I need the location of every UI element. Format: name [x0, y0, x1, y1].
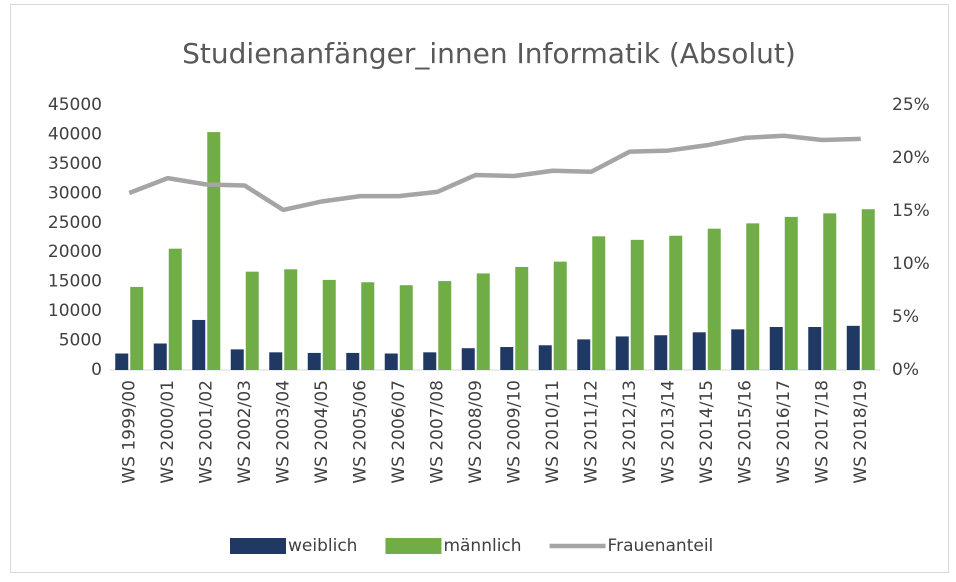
x-tick-label: WS 2004/05: [312, 380, 332, 484]
x-tick-label: WS 2017/18: [812, 380, 832, 484]
legend-label: Frauenanteil: [608, 536, 714, 556]
bar: [207, 132, 221, 370]
bar: [438, 281, 452, 370]
bar: [130, 286, 144, 370]
bar: [553, 261, 567, 370]
y-tick-label: 10000: [48, 301, 102, 321]
bar: [654, 335, 668, 370]
bar: [284, 269, 298, 370]
bar: [230, 349, 244, 370]
y-tick-label: 15000: [48, 272, 102, 292]
bar: [423, 352, 437, 370]
bar: [731, 329, 745, 370]
x-tick-label: WS 2005/06: [350, 380, 370, 484]
bar: [168, 248, 182, 370]
x-tick-label: WS 2018/19: [851, 380, 871, 484]
bar: [515, 266, 529, 370]
bar: [692, 332, 706, 370]
y-tick-label: 35000: [48, 154, 102, 174]
bar: [115, 353, 129, 370]
line: [128, 133, 861, 213]
x-tick-label: WS 1999/00: [119, 380, 139, 484]
x-tick-label: WS 2015/16: [735, 380, 755, 484]
y-tick-label: 45000: [48, 95, 102, 115]
bar: [577, 339, 591, 370]
bar: [399, 285, 413, 370]
bar: [307, 352, 321, 370]
bar: [461, 348, 475, 370]
x-tick-label: WS 2016/17: [774, 380, 794, 484]
bar: [346, 352, 360, 370]
bar: [361, 282, 375, 370]
bar: [245, 271, 259, 370]
legend-label: weiblich: [288, 536, 357, 556]
x-tick-label: WS 2006/07: [389, 380, 409, 484]
bar: [769, 327, 783, 370]
x-tick-label: WS 2014/15: [697, 380, 717, 484]
y2-tick-label: 15%: [892, 201, 930, 221]
bar: [808, 327, 822, 370]
bar: [846, 325, 860, 370]
bar: [322, 279, 336, 370]
y-tick-label: 0: [91, 360, 102, 380]
x-tick-label: WS 2008/09: [466, 380, 486, 484]
y2-tick-label: 5%: [892, 307, 919, 327]
chart-title: Studienanfänger_innen Informatik (Absolu…: [182, 37, 796, 70]
bar: [615, 336, 629, 370]
y2-tick-label: 25%: [892, 95, 930, 115]
legend-swatch: [230, 538, 286, 554]
x-tick-label: WS 2001/02: [196, 380, 216, 484]
bar: [476, 273, 490, 370]
y-tick-label: 30000: [48, 183, 102, 203]
bar: [669, 235, 683, 370]
x-tick-label: WS 2003/04: [273, 380, 293, 484]
y-tick-label: 5000: [59, 331, 102, 351]
y2-tick-label: 0%: [892, 360, 919, 380]
bar: [746, 223, 760, 370]
bar: [384, 353, 398, 370]
bar: [538, 345, 552, 370]
bar: [192, 319, 206, 370]
x-tick-label: WS 2009/10: [504, 380, 524, 484]
y-tick-label: 20000: [48, 242, 102, 262]
bar: [784, 216, 798, 370]
x-tick-label: WS 2000/01: [158, 380, 178, 484]
x-tick-label: WS 2007/08: [427, 380, 447, 484]
bar: [153, 343, 167, 370]
x-tick-label: WS 2002/03: [235, 380, 255, 484]
y-tick-label: 25000: [48, 213, 102, 233]
y2-tick-label: 20%: [892, 148, 930, 168]
y2-tick-label: 10%: [892, 254, 930, 274]
bar: [861, 209, 875, 370]
bar: [269, 352, 283, 370]
legend-label: männlich: [443, 536, 521, 556]
x-tick-label: WS 2012/13: [620, 380, 640, 484]
bar: [707, 228, 721, 370]
x-tick-label: WS 2010/11: [543, 380, 563, 484]
bar: [500, 347, 514, 370]
legend-swatch: [385, 538, 442, 554]
bar: [592, 236, 606, 370]
x-tick-label: WS 2011/12: [581, 380, 601, 484]
x-tick-label: WS 2013/14: [658, 380, 678, 484]
y-tick-label: 40000: [48, 124, 102, 144]
bar: [823, 213, 837, 370]
bar: [630, 239, 644, 370]
